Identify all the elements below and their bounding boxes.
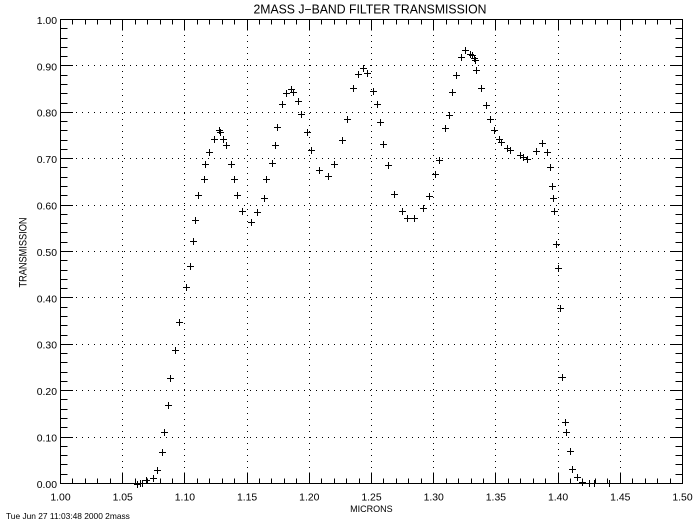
svg-text:1.20: 1.20 xyxy=(299,492,319,503)
svg-text:Tue Jun 27 11:03:48 2000 2mass: Tue Jun 27 11:03:48 2000 2mass xyxy=(6,511,130,521)
svg-text:1.50: 1.50 xyxy=(672,492,692,503)
svg-text:1.05: 1.05 xyxy=(113,492,133,503)
svg-text:0.30: 0.30 xyxy=(37,341,57,352)
svg-text:0.50: 0.50 xyxy=(37,248,57,259)
svg-text:1.25: 1.25 xyxy=(361,492,381,503)
svg-text:0.00: 0.00 xyxy=(37,480,57,491)
svg-text:2MASS J−BAND FILTER TRANSMISSI: 2MASS J−BAND FILTER TRANSMISSION xyxy=(254,3,487,17)
svg-text:MICRONS: MICRONS xyxy=(350,504,393,514)
svg-text:0.60: 0.60 xyxy=(37,202,57,213)
svg-text:0.90: 0.90 xyxy=(37,62,57,73)
svg-text:1.35: 1.35 xyxy=(486,492,506,503)
svg-text:0.10: 0.10 xyxy=(37,434,57,445)
svg-text:1.30: 1.30 xyxy=(424,492,444,503)
svg-text:0.40: 0.40 xyxy=(37,294,57,305)
svg-text:1.00: 1.00 xyxy=(37,16,57,27)
svg-text:1.00: 1.00 xyxy=(50,492,70,503)
svg-text:1.10: 1.10 xyxy=(175,492,195,503)
svg-text:0.20: 0.20 xyxy=(37,387,57,398)
svg-text:1.45: 1.45 xyxy=(610,492,630,503)
svg-text:1.15: 1.15 xyxy=(237,492,257,503)
svg-text:1.40: 1.40 xyxy=(548,492,568,503)
svg-text:TRANSMISSION: TRANSMISSION xyxy=(18,218,30,288)
svg-text:0.70: 0.70 xyxy=(37,155,57,166)
svg-text:0.80: 0.80 xyxy=(37,109,57,120)
